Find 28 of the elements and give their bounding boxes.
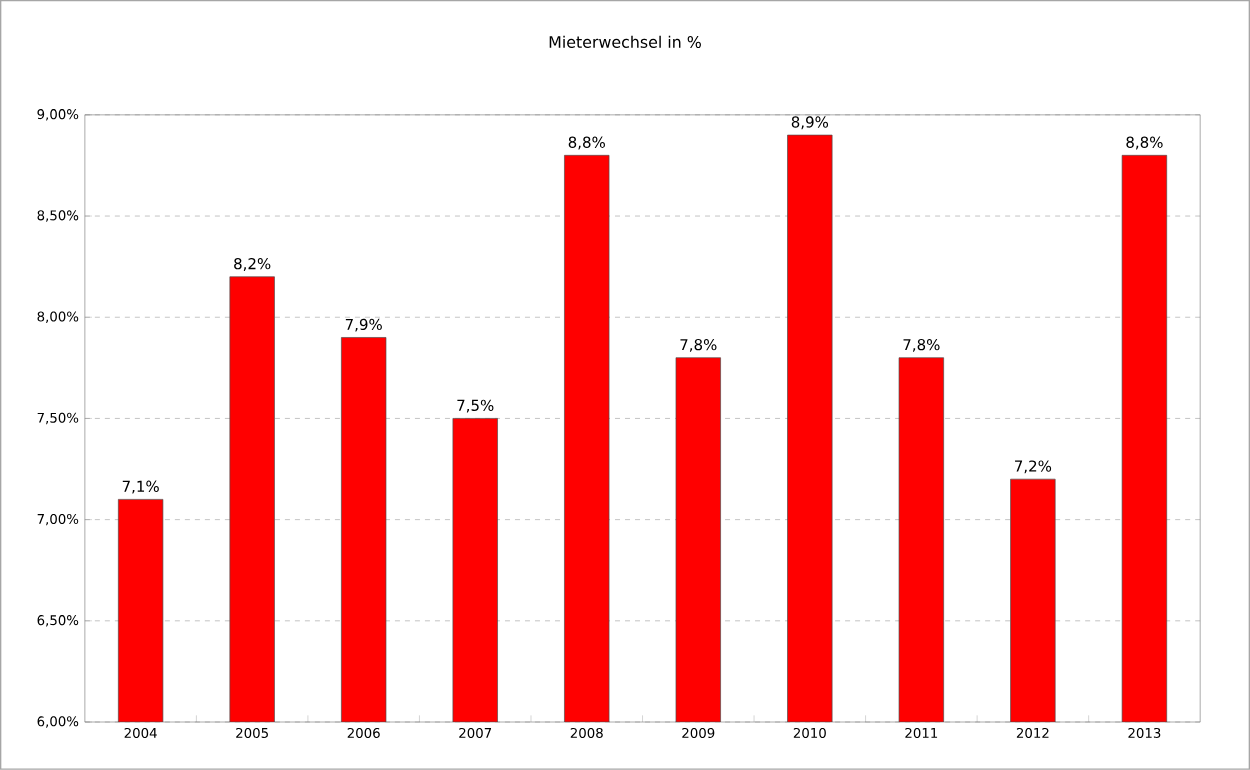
x-tick-label: 2008 [570,727,603,739]
data-label: 7,8% [680,339,717,352]
data-label: 8,8% [1126,136,1163,150]
data-label: 8,9% [791,116,829,130]
data-label: 7,5% [457,399,494,413]
data-label: 7,9% [345,318,382,332]
y-tick-label: 9,00% [37,109,79,121]
data-label: 7,8% [903,339,940,352]
x-tick-label: 2007 [459,727,492,739]
x-tick-label: 2013 [1128,727,1161,739]
x-tick-label: 2004 [124,727,157,739]
x-tick-label: 2009 [682,727,715,739]
y-tick-label: 6,00% [37,716,79,728]
x-tick-label: 2011 [905,727,938,739]
y-tick-label: 8,00% [37,311,79,324]
data-label: 8,8% [568,136,605,150]
data-label: 7,2% [1015,460,1052,474]
y-tick-label: 6,50% [37,615,79,627]
x-tick-label: 2010 [793,727,826,739]
x-tick-label: 2006 [347,727,380,739]
y-tick-label: 7,00% [37,513,79,526]
chart-title: Mieterwechsel in % [549,35,701,49]
x-tick-label: 2012 [1016,727,1049,739]
data-label: 7,1% [122,480,159,494]
y-tick-label: 8,50% [37,210,79,222]
data-label: 8,2% [234,258,271,271]
y-tick-label: 7,50% [37,412,79,425]
x-tick-label: 2005 [236,727,268,739]
